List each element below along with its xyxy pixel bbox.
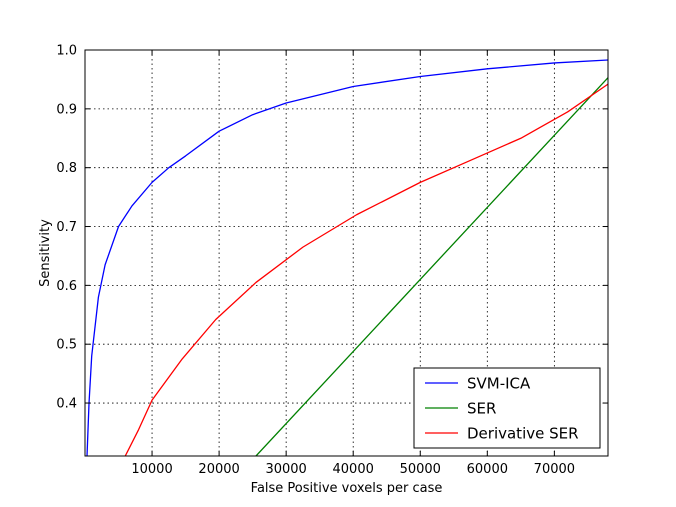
axis-ticks: 10000 20000 30000 40000 50000 60000 70000 0.4 0.… (56, 44, 608, 477)
legend-label-svm-ica: SVM-ICA (467, 375, 531, 393)
x-axis-label: False Positive voxels per case (251, 481, 443, 496)
x-tick-label: 40000 (333, 462, 374, 477)
series-line-svm-ica (86, 59, 608, 456)
series-line-derivative-ser (124, 83, 608, 456)
x-tick-label: 10000 (131, 462, 172, 477)
legend-label-ser: SER (467, 400, 496, 418)
y-tick-label: 0.7 (56, 220, 77, 235)
x-tick-label: 20000 (198, 462, 239, 477)
x-tick-label: 50000 (400, 462, 441, 477)
y-tick-label: 0.8 (56, 161, 77, 176)
series-lines (86, 59, 608, 456)
y-tick-label: 0.5 (56, 338, 77, 353)
legend-label-derivative-ser: Derivative SER (467, 425, 579, 443)
x-tick-label: 30000 (265, 462, 306, 477)
x-tick-label: 60000 (467, 462, 508, 477)
legend: SVM-ICA SER Derivative SER (413, 367, 601, 449)
y-axis-label: Sensitivity (38, 219, 53, 287)
y-tick-label: 1.0 (56, 44, 77, 59)
y-tick-label: 0.6 (56, 279, 77, 294)
legend-entries: SVM-ICA SER Derivative SER (425, 375, 579, 443)
y-tick-label: 0.4 (56, 397, 77, 412)
y-tick-label: 0.9 (56, 102, 77, 117)
plot-frame (84, 49, 609, 457)
x-tick-label: 70000 (534, 462, 575, 477)
series-line-ser (255, 77, 608, 456)
